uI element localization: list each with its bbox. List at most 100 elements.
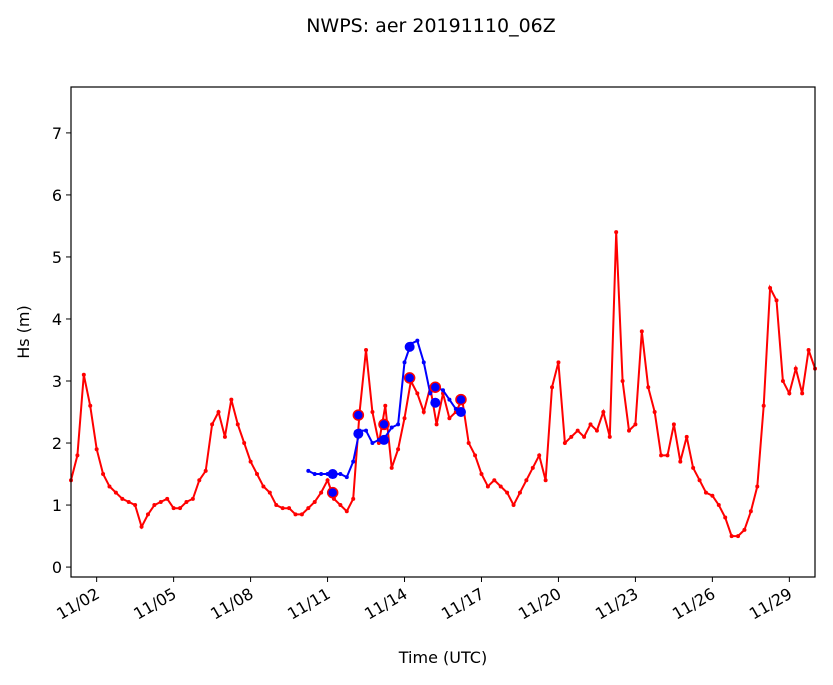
x-tick-label: 11/05 bbox=[130, 584, 179, 624]
data-point bbox=[261, 484, 266, 489]
data-point bbox=[466, 441, 471, 446]
data-point bbox=[267, 490, 272, 495]
data-point bbox=[197, 478, 202, 483]
data-point bbox=[697, 478, 702, 483]
data-point bbox=[327, 469, 338, 480]
data-point bbox=[485, 484, 490, 489]
data-point bbox=[145, 512, 150, 517]
y-axis-label: Hs (m) bbox=[14, 305, 33, 359]
data-point bbox=[447, 397, 452, 402]
data-point bbox=[601, 410, 606, 415]
data-point bbox=[768, 285, 773, 290]
data-point bbox=[338, 503, 343, 508]
data-point bbox=[774, 298, 779, 303]
data-point bbox=[748, 509, 753, 514]
axes-frame bbox=[70, 86, 816, 578]
data-point bbox=[505, 490, 510, 495]
data-point bbox=[319, 472, 324, 477]
data-point bbox=[229, 397, 234, 402]
data-point bbox=[383, 403, 388, 408]
data-point bbox=[691, 465, 696, 470]
data-point bbox=[588, 422, 593, 427]
data-point bbox=[473, 453, 478, 458]
y-tick-label: 2 bbox=[52, 434, 62, 453]
data-point bbox=[517, 490, 522, 495]
data-point bbox=[94, 447, 99, 452]
data-point bbox=[248, 459, 253, 464]
x-tick-label: 11/11 bbox=[284, 584, 333, 624]
data-point bbox=[716, 503, 721, 508]
data-point bbox=[210, 422, 215, 427]
data-point bbox=[402, 360, 407, 365]
x-tick-label: 11/02 bbox=[53, 584, 102, 624]
y-tick-label: 5 bbox=[52, 248, 62, 267]
data-point bbox=[428, 391, 433, 396]
data-point bbox=[325, 478, 330, 483]
data-point bbox=[429, 381, 442, 393]
data-point bbox=[126, 499, 131, 504]
data-point bbox=[421, 360, 426, 365]
data-point bbox=[351, 496, 356, 501]
data-point bbox=[455, 407, 466, 418]
data-point bbox=[326, 486, 339, 499]
data-point bbox=[306, 468, 311, 473]
data-point bbox=[530, 465, 535, 470]
data-point bbox=[352, 409, 365, 421]
y-tick-label: 6 bbox=[52, 186, 62, 205]
data-point bbox=[370, 410, 375, 415]
data-point bbox=[684, 434, 689, 439]
y-tick-label: 4 bbox=[52, 310, 62, 329]
x-tick-label: 11/26 bbox=[669, 584, 718, 624]
data-point bbox=[787, 391, 792, 396]
data-point bbox=[447, 416, 452, 421]
data-point bbox=[455, 393, 467, 406]
data-point bbox=[710, 493, 715, 498]
x-tick-label: 11/17 bbox=[438, 584, 487, 624]
y-tick-label: 7 bbox=[52, 124, 62, 143]
data-point bbox=[761, 403, 766, 408]
data-point bbox=[165, 496, 170, 501]
data-point bbox=[479, 472, 484, 477]
data-point bbox=[556, 360, 561, 365]
data-point bbox=[575, 428, 580, 433]
data-point bbox=[139, 524, 144, 529]
data-point bbox=[152, 503, 157, 508]
data-point bbox=[370, 441, 375, 446]
data-point bbox=[338, 472, 343, 477]
data-point bbox=[364, 347, 369, 352]
data-point bbox=[306, 506, 311, 511]
data-point bbox=[319, 490, 324, 495]
data-point bbox=[620, 379, 625, 383]
data-point bbox=[190, 496, 195, 501]
data-point bbox=[569, 434, 574, 439]
data-point bbox=[550, 385, 555, 390]
data-point bbox=[402, 416, 407, 421]
data-point bbox=[344, 509, 349, 514]
data-point bbox=[415, 338, 420, 343]
data-point bbox=[158, 499, 163, 504]
x-tick-label: 11/23 bbox=[592, 584, 641, 624]
x-tick-label: 11/14 bbox=[361, 584, 410, 624]
data-point bbox=[101, 472, 106, 477]
data-point bbox=[543, 478, 548, 483]
y-tick-label: 3 bbox=[52, 372, 62, 391]
x-tick-label: 11/20 bbox=[515, 584, 564, 624]
data-point bbox=[736, 534, 741, 539]
data-point bbox=[498, 484, 503, 489]
data-point bbox=[107, 484, 112, 489]
data-point bbox=[222, 434, 227, 439]
data-point bbox=[364, 428, 369, 433]
data-point bbox=[312, 499, 317, 504]
x-tick-label: 11/08 bbox=[207, 584, 256, 624]
data-point bbox=[81, 372, 86, 377]
data-point bbox=[562, 441, 567, 446]
data-point bbox=[780, 379, 785, 383]
data-point bbox=[396, 447, 401, 452]
data-point bbox=[434, 422, 439, 427]
data-point bbox=[614, 230, 619, 235]
x-tick-label: 11/29 bbox=[746, 584, 795, 624]
data-point bbox=[441, 388, 445, 393]
data-point bbox=[755, 484, 760, 489]
series-line bbox=[70, 232, 816, 538]
